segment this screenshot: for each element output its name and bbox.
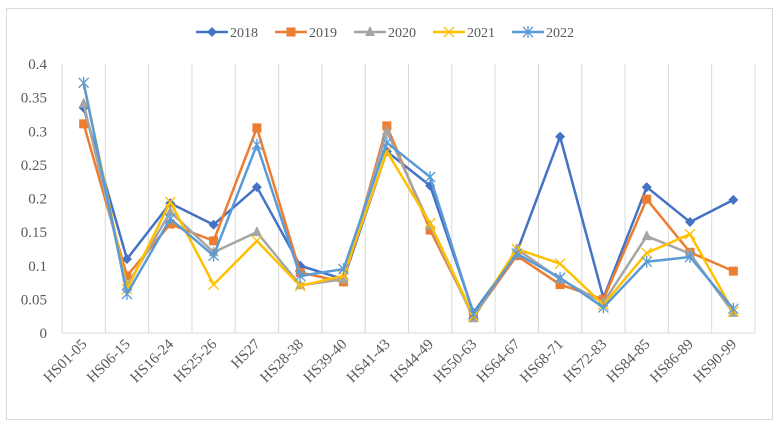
legend-label: 2021 — [467, 26, 495, 41]
data-point-2021 — [424, 217, 436, 229]
data-point-2022 — [641, 255, 653, 268]
data-point-2020 — [165, 205, 176, 216]
y-tick-label: 0.15 — [21, 225, 47, 241]
data-point-2018 — [685, 217, 696, 228]
chart-frame — [6, 8, 773, 420]
data-point-2022 — [684, 251, 696, 264]
data-point-2022 — [424, 170, 436, 183]
data-point-2018 — [641, 182, 652, 193]
data-point-2019 — [425, 225, 435, 235]
gridlines — [61, 64, 756, 334]
legend-item-2019: 2019 — [275, 26, 337, 41]
data-point-2020 — [251, 226, 262, 237]
y-tick-label: 0.3 — [28, 124, 47, 140]
x-tick-label: HS64-67 — [474, 336, 524, 386]
data-point-2019 — [79, 119, 89, 129]
data-point-2022 — [164, 212, 176, 225]
series-line-2021 — [82, 82, 735, 318]
data-point-2018 — [251, 182, 262, 193]
y-tick-label: 0.4 — [28, 57, 47, 73]
legend-marker-triangle — [365, 26, 375, 36]
data-point-2022 — [121, 287, 133, 300]
data-point-2018 — [555, 131, 566, 142]
data-point-2022 — [597, 301, 609, 314]
series-group — [78, 76, 739, 323]
data-point-2019 — [555, 280, 565, 290]
y-tick-label: 0.05 — [21, 292, 47, 308]
series-line-2018 — [82, 107, 734, 315]
legend-label: 2019 — [309, 26, 337, 41]
y-tick-label: 0 — [40, 326, 48, 342]
data-point-2021 — [208, 279, 220, 291]
x-tick-label: HS41-43 — [344, 337, 394, 387]
data-point-2020 — [78, 97, 89, 108]
legend-label: 2020 — [388, 26, 416, 41]
x-tick-label: HS68-71 — [517, 337, 567, 387]
y-tick-label: 0.25 — [21, 158, 47, 174]
data-point-2018 — [121, 254, 132, 265]
series-line-2020 — [82, 103, 735, 320]
data-point-2019 — [122, 271, 132, 281]
legend-label: 2018 — [230, 26, 258, 41]
y-tick-label: 0.35 — [21, 91, 47, 107]
data-point-2022 — [294, 269, 306, 282]
y-tick-label: 0.2 — [28, 192, 47, 208]
legend-item-2022: 2022 — [512, 26, 574, 41]
data-point-2020 — [641, 230, 652, 241]
data-point-2021 — [641, 247, 653, 259]
data-point-2019 — [642, 194, 652, 204]
legend: 2018 2019 2020 2021 2022 — [196, 26, 574, 41]
x-tick-label: HS27 — [228, 336, 264, 372]
x-tick-label: HS16-24 — [127, 336, 177, 386]
y-tick-label: 0.1 — [28, 259, 47, 275]
data-point-2022 — [381, 136, 393, 149]
data-point-2022 — [78, 76, 90, 89]
legend-item-2020: 2020 — [354, 26, 416, 41]
data-point-2020 — [338, 273, 349, 284]
legend-item-2018: 2018 — [196, 26, 258, 41]
legend-item-2021: 2021 — [433, 26, 495, 41]
legend-label: 2022 — [546, 26, 574, 41]
x-tick-label: HS50-63 — [431, 337, 481, 387]
legend-marker-x — [443, 26, 455, 38]
x-tick-label: HS72-83 — [561, 337, 611, 387]
data-point-2018 — [728, 194, 739, 205]
data-point-2022 — [468, 308, 479, 321]
data-point-2019 — [728, 266, 738, 276]
x-tick-label: HS28-38 — [257, 337, 307, 387]
data-point-2019 — [209, 236, 219, 246]
data-point-2022 — [338, 263, 349, 276]
x-tick-label: HS06-15 — [84, 337, 134, 387]
y-axis: 0 0.05 0.1 0.15 0.2 0.25 0.3 0.35 0.4 — [21, 57, 48, 342]
data-point-2021 — [251, 235, 263, 247]
data-point-2022 — [554, 271, 566, 284]
series-2022 — [78, 76, 739, 321]
x-tick-label: HS39-40 — [301, 337, 351, 387]
x-tick-label: HS86-89 — [647, 337, 697, 387]
x-tick-label: HS44-49 — [387, 337, 437, 387]
data-point-2022 — [511, 247, 523, 260]
data-point-2019 — [252, 123, 262, 133]
data-point-2020 — [381, 125, 392, 136]
legend-marker-diamond — [207, 27, 217, 37]
data-point-2018 — [208, 219, 219, 230]
data-point-2022 — [208, 249, 220, 262]
x-tick-label: HS90-99 — [691, 337, 741, 387]
data-point-2021 — [294, 280, 306, 292]
x-tick-label: HS25-26 — [171, 336, 221, 386]
data-point-2021 — [164, 196, 176, 208]
data-point-2021 — [554, 258, 566, 270]
series-line-2022 — [82, 82, 735, 316]
data-point-2022 — [251, 138, 263, 151]
x-tick-label: HS01-05 — [41, 337, 91, 387]
data-point-2022 — [727, 302, 739, 315]
data-point-2021 — [684, 228, 696, 240]
legend-marker-square — [286, 27, 296, 37]
x-tick-label: HS84-85 — [604, 337, 654, 387]
legend-marker-star — [522, 26, 534, 38]
